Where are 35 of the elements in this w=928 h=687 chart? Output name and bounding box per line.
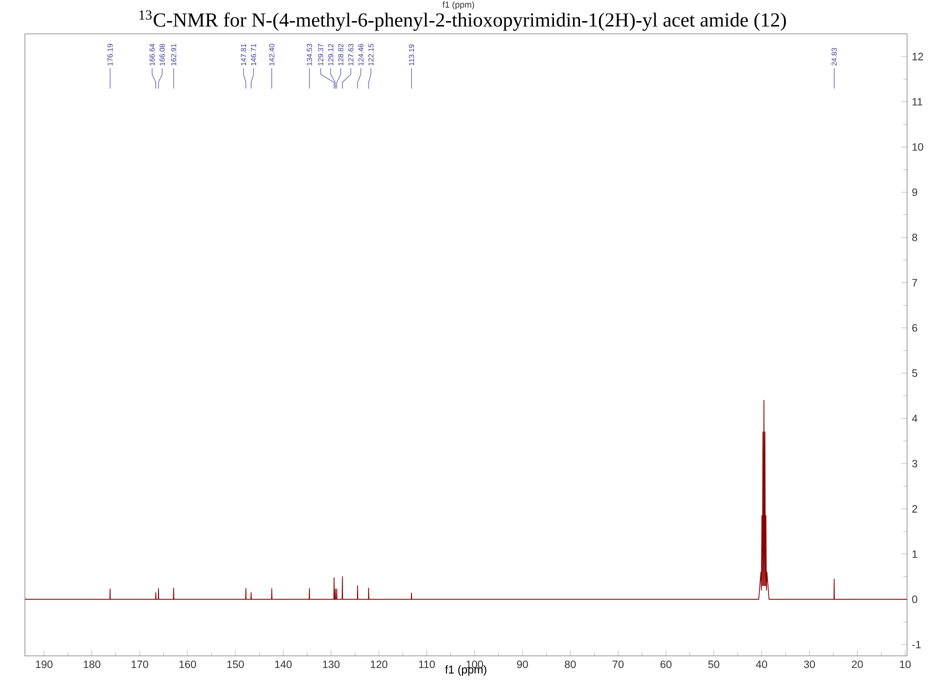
y-tick-label: 12 xyxy=(912,52,924,60)
x-tick-label: 140 xyxy=(275,660,292,668)
y-tick-label: 7 xyxy=(912,279,918,286)
x-tick-label: 70 xyxy=(612,660,624,668)
x-tick-label: 170 xyxy=(132,660,148,668)
text: f1 (ppm) xyxy=(442,1,474,10)
x-tick-label: 160 xyxy=(180,660,196,668)
y-tick-label: 3 xyxy=(912,460,918,468)
x-tick-label: 30 xyxy=(804,660,815,668)
x-tick-label: 110 xyxy=(419,660,435,668)
y-tick-label: 10 xyxy=(912,143,924,151)
chart-title: $^{13}$C-NMR for N-(4-methyl-6-phenyl-2-thioxopyrimidin-1(2H)-yl acet amide (12) xyxy=(139,10,786,31)
y-tick-label: 0 xyxy=(912,596,918,604)
x-tick-label: 150 xyxy=(227,660,244,668)
x-tick-label: 10 xyxy=(900,660,911,668)
x-tick-label: 50 xyxy=(708,660,720,668)
y-tick-label: 6 xyxy=(912,324,918,332)
y-tick-label: -1 xyxy=(912,641,921,648)
y-tick-label: 2 xyxy=(912,505,918,513)
x-tick-label: 80 xyxy=(564,660,576,668)
x-tick-label: 180 xyxy=(84,660,100,668)
y-tick-label: 4 xyxy=(912,414,918,422)
x-tick-label: 90 xyxy=(517,660,528,668)
line-series xyxy=(24,400,908,600)
x-tick-label: 60 xyxy=(660,660,672,668)
x-tick-label: 120 xyxy=(370,660,388,668)
y-tick-label: 9 xyxy=(912,188,918,196)
y-tick-label: 5 xyxy=(912,370,918,377)
x-tick-label: 130 xyxy=(323,660,340,668)
x-tick-label: 40 xyxy=(756,660,768,668)
x-tick-label: 20 xyxy=(852,660,863,668)
y-tick-label: 8 xyxy=(912,234,918,242)
y-tick-label: 11 xyxy=(912,98,922,106)
y-tick-label: 1 xyxy=(912,550,918,558)
x-tick-label: 190 xyxy=(36,660,52,668)
